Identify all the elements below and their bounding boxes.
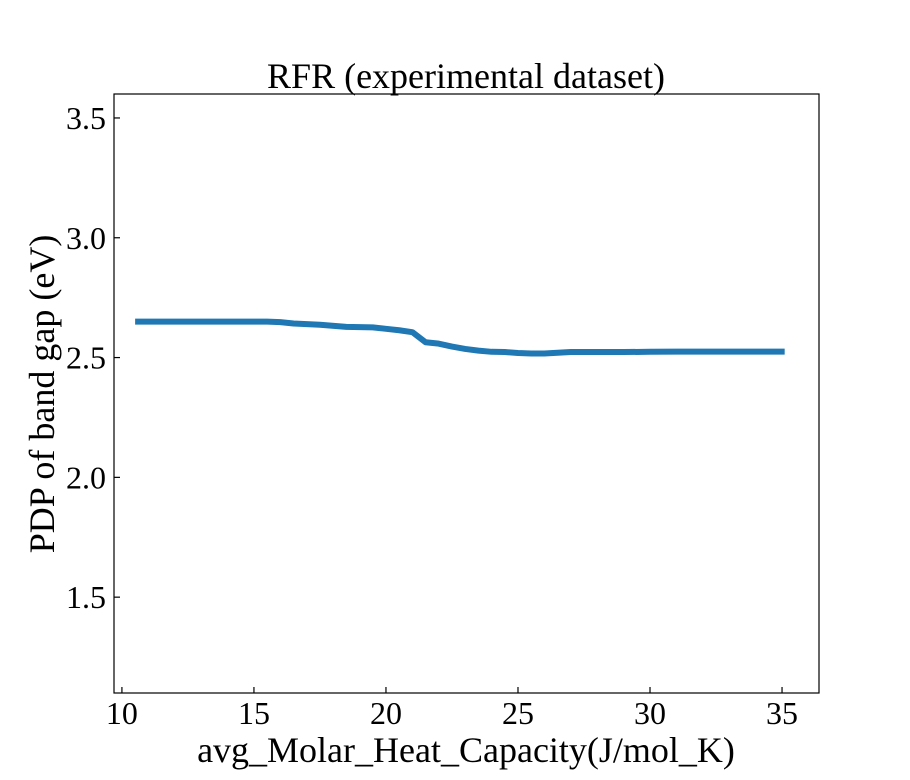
x-tick-label: 20	[370, 695, 402, 731]
y-tick-label: 3.0	[66, 220, 106, 256]
chart-title: RFR (experimental dataset)	[267, 56, 665, 96]
x-tick-label: 35	[766, 695, 798, 731]
y-axis-ticks: 1.5 2.0 2.5 3.0 3.5	[66, 100, 120, 615]
x-axis-ticks: 10 15 20 25 30 35	[106, 687, 798, 731]
series-line	[135, 318, 785, 357]
y-tick-label: 1.5	[66, 579, 106, 615]
series-layer	[135, 318, 785, 357]
x-tick-label: 15	[238, 695, 270, 731]
x-tick-label: 10	[106, 695, 138, 731]
x-tick-label: 30	[634, 695, 666, 731]
x-tick-label: 25	[502, 695, 534, 731]
plot-area-frame	[113, 93, 820, 694]
y-axis-label: PDP of band gap (eV)	[22, 235, 62, 554]
y-tick-label: 2.5	[66, 340, 106, 376]
y-tick-label: 3.5	[66, 100, 106, 136]
x-axis-label: avg_Molar_Heat_Capacity(J/mol_K)	[197, 730, 735, 770]
y-tick-label: 2.0	[66, 459, 106, 495]
